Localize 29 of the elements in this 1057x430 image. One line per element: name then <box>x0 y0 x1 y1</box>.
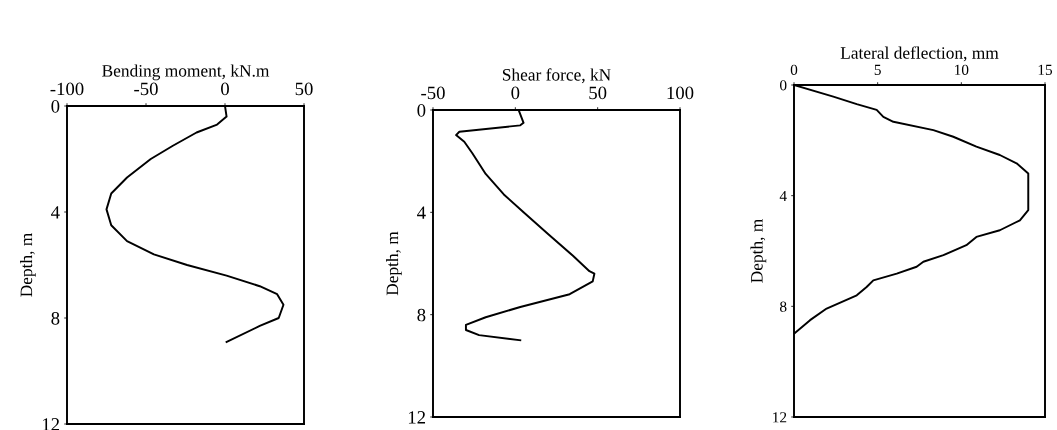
y-tick-label: 8 <box>417 308 426 322</box>
y-tick-label: 12 <box>42 418 60 430</box>
y-tick-label: 12 <box>773 412 787 423</box>
x-tick-label: 10 <box>955 64 969 75</box>
x-axis-title: Shear force, kN <box>502 68 611 84</box>
y-tick-label: 12 <box>408 411 426 424</box>
x-tick-label: 5 <box>874 64 881 75</box>
x-tick-label: 15 <box>1038 64 1053 75</box>
y-tick-label: 0 <box>51 100 60 113</box>
y-tick-label: 8 <box>780 301 787 312</box>
x-tick-label: 50 <box>589 86 607 100</box>
y-axis-title: Depth, m <box>750 218 767 283</box>
y-tick-label: 4 <box>779 190 787 201</box>
x-tick-label: 0 <box>790 64 798 75</box>
x-tick-label: -50 <box>421 86 445 100</box>
x-tick-label: 100 <box>667 86 694 100</box>
x-axis-title: Bending moment, kN.m <box>102 64 270 81</box>
x-axis-title: Lateral deflection, mm <box>840 46 999 62</box>
y-tick-label: 4 <box>51 206 60 219</box>
x-tick-label: 50 <box>295 82 313 96</box>
x-tick-label: 0 <box>221 82 229 96</box>
y-axis-title: Depth, m <box>386 231 402 296</box>
y-tick-label: 8 <box>51 312 60 325</box>
y-axis-title: Depth, m <box>20 232 36 297</box>
x-tick-label: -100 <box>50 82 84 96</box>
x-tick-label: -50 <box>134 82 158 96</box>
y-tick-label: 0 <box>417 104 426 117</box>
y-tick-label: 4 <box>417 206 426 219</box>
x-tick-label: 0 <box>511 86 520 100</box>
